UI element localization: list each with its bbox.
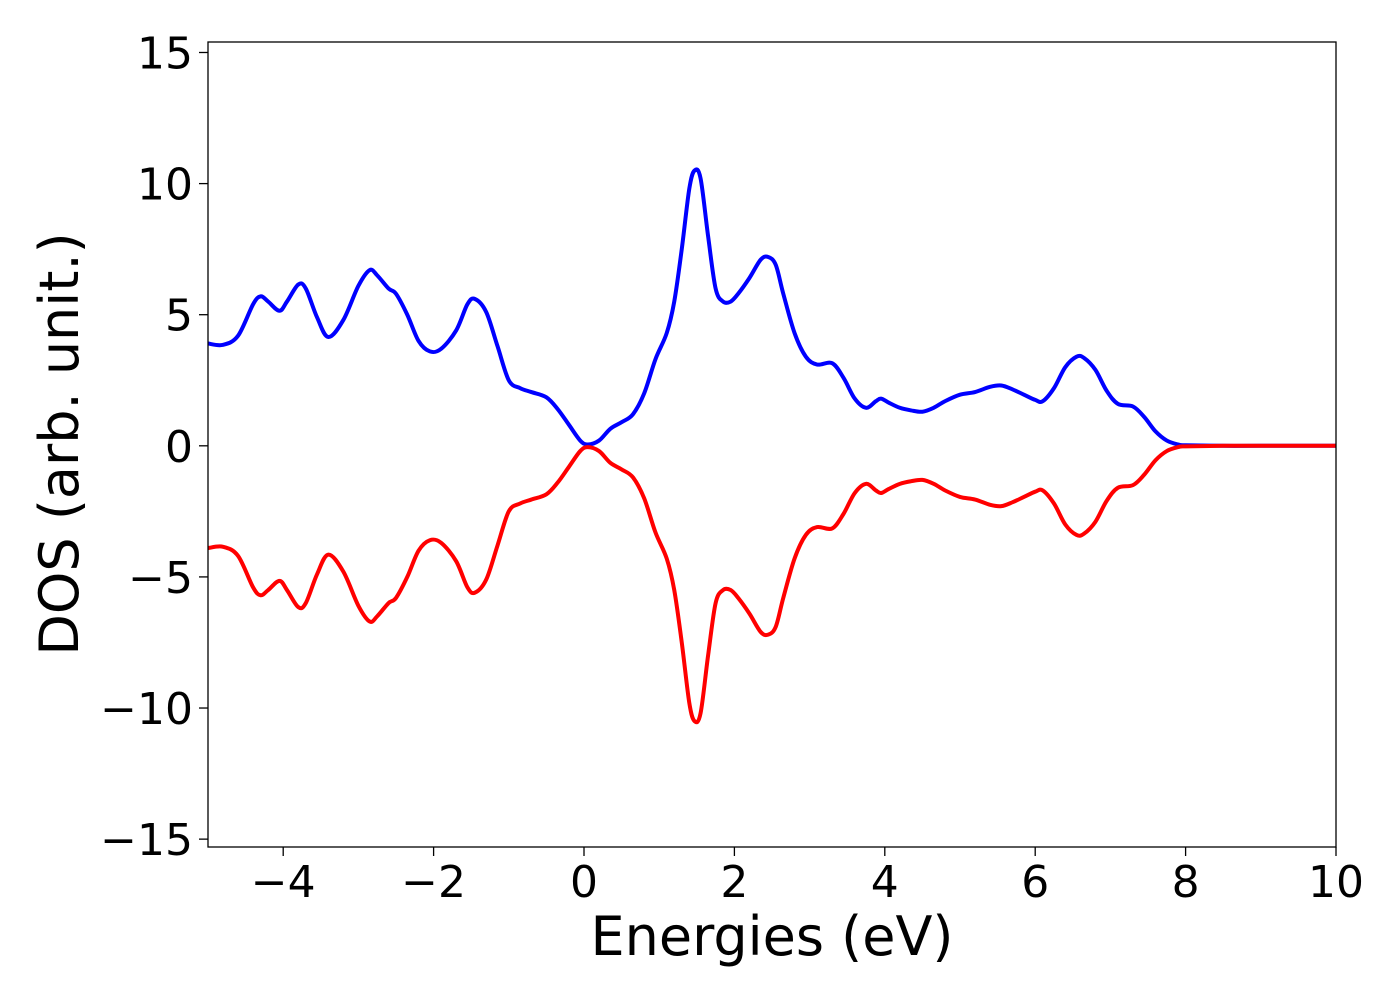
y-axis-label: DOS (arb. unit.): [28, 232, 91, 655]
x-tick-label: 10: [1308, 857, 1364, 908]
y-tick-label: −15: [100, 815, 193, 866]
series-line-2: [208, 443, 1336, 725]
y-axis-ticks: −15 −10 −5 0 5 10 15: [100, 28, 208, 866]
y-tick-label: 15: [137, 28, 193, 79]
y-tick-label: −5: [128, 553, 193, 604]
x-tick-label: 2: [720, 857, 748, 908]
x-tick-label: 6: [1021, 857, 1049, 908]
x-axis-ticks: −4 −2 0 2 4 6 8 10: [251, 847, 1364, 908]
x-tick-label: 8: [1172, 857, 1200, 908]
series-line-1: [208, 167, 1336, 448]
x-tick-label: −2: [401, 857, 466, 908]
y-tick-label: 5: [165, 291, 193, 342]
x-tick-label: 4: [871, 857, 899, 908]
x-axis-label: Energies (eV): [591, 905, 954, 968]
y-tick-label: 0: [165, 422, 193, 473]
x-tick-label: 0: [570, 857, 598, 908]
series-layer: [208, 167, 1336, 725]
y-tick-label: −10: [100, 684, 193, 735]
x-tick-label: −4: [251, 857, 316, 908]
plot-frame: [207, 41, 1337, 848]
y-tick-label: 10: [137, 160, 193, 211]
